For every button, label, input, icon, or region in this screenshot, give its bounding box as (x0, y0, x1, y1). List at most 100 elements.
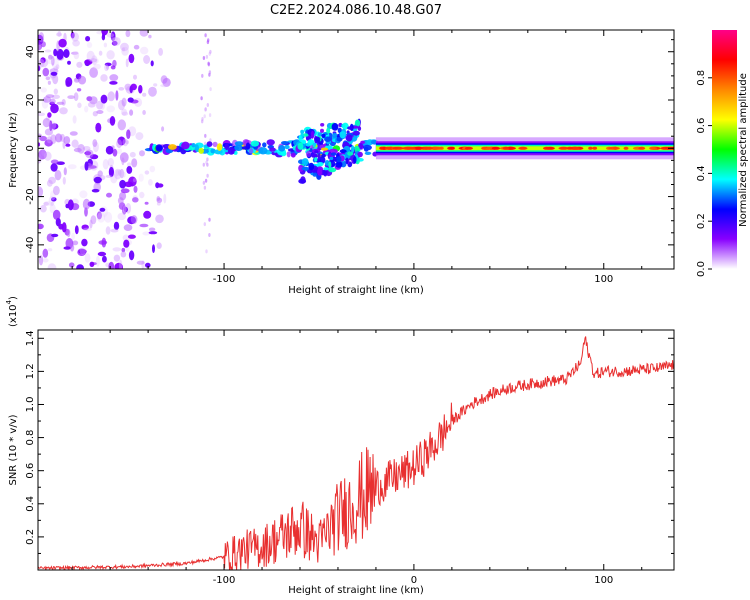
noise-blob (138, 173, 144, 182)
noise-blob (119, 179, 126, 189)
noise-blob (123, 239, 130, 248)
column-blob (206, 162, 209, 167)
noise-blob (70, 243, 75, 252)
colorbar-tick-label: 0.8 (696, 70, 707, 86)
noise-blob (50, 103, 59, 114)
noise-blob (129, 109, 134, 116)
noise-blob (68, 262, 75, 268)
noise-blob (56, 32, 63, 37)
noise-blob (104, 62, 112, 67)
branch-blob (323, 167, 329, 171)
snr-xtick-label: -100 (213, 575, 236, 586)
noise-blob (91, 55, 98, 66)
noise-blob (100, 102, 105, 110)
column-blob (205, 160, 208, 165)
noise-blob (52, 74, 59, 85)
onset-blob (234, 141, 244, 147)
noise-blob (119, 168, 125, 179)
noise-blob (77, 102, 82, 109)
noise-blob (38, 223, 44, 230)
onset-blob (320, 147, 329, 151)
noise-blob (107, 91, 115, 102)
branch-blob (312, 172, 318, 177)
branch-blob (330, 152, 337, 156)
noise-blob (124, 181, 133, 188)
noise-blob (89, 261, 95, 267)
branch-blob (317, 132, 323, 137)
onset-blob (305, 150, 312, 157)
noise-blob (53, 48, 58, 57)
column-blob (202, 180, 206, 185)
column-blob (204, 107, 207, 112)
noise-blob (44, 139, 53, 147)
noise-blob (90, 215, 97, 225)
noise-blob (163, 193, 167, 204)
column-blob (209, 138, 212, 143)
carrier-peak (379, 146, 384, 150)
noise-blob (56, 48, 64, 60)
noise-blob (126, 165, 133, 174)
column-blob (209, 49, 212, 54)
noise-blob (143, 210, 152, 219)
noise-blob (89, 219, 93, 229)
noise-blob (63, 246, 72, 250)
noise-blob (148, 179, 153, 186)
branch-blob (347, 151, 354, 156)
noise-blob (87, 101, 96, 108)
noise-blob (51, 197, 57, 202)
noise-blob (143, 55, 151, 64)
noise-blob (148, 231, 158, 235)
onset-blob (278, 145, 286, 152)
noise-blob (78, 75, 87, 85)
noise-blob (50, 76, 54, 80)
noise-blob (46, 58, 54, 64)
carrier-peak (403, 146, 416, 150)
noise-blob (97, 170, 103, 177)
noise-blob (160, 84, 169, 88)
spec-ytick-label: 0 (25, 145, 36, 151)
noise-blob (162, 77, 171, 87)
noise-blob (86, 50, 95, 62)
noise-blob (65, 77, 73, 87)
noise-blob (38, 42, 43, 51)
branch-blob (323, 168, 328, 177)
noise-blob (96, 110, 104, 114)
onset-blob (314, 150, 319, 154)
noise-blob (113, 221, 120, 231)
noise-blob (71, 139, 79, 148)
noise-blob (132, 178, 137, 183)
snr-panel: -100 0 100 0.2 0.4 0.6 0.8 1.0 1.2 1.4 Height of … (5, 296, 675, 596)
snr-scale-label: (x104) (5, 296, 19, 327)
column-blob (208, 70, 212, 75)
carrier-peak (660, 146, 672, 150)
noise-blob (38, 142, 41, 147)
spec-xtick-label: 0 (411, 274, 417, 285)
branch-blob (336, 156, 342, 163)
carrier-peak (491, 146, 501, 150)
noise-blob (97, 251, 107, 257)
carrier-peak (558, 146, 569, 150)
column-blob (208, 113, 212, 118)
carrier-peak (422, 146, 434, 150)
noise-blob (47, 263, 57, 269)
branch-blob (342, 122, 349, 130)
noise-blob (126, 162, 132, 167)
branch-blob (353, 156, 357, 164)
branch-blob (345, 157, 349, 165)
noise-blob (102, 159, 109, 170)
noise-blob (112, 247, 122, 252)
noise-blob (106, 33, 115, 38)
noise-blob (85, 149, 94, 159)
noise-blob (44, 128, 54, 136)
noise-blob (38, 58, 45, 68)
noise-blob (107, 158, 115, 167)
noise-blob (121, 247, 126, 253)
branch-blob (329, 156, 334, 161)
column-blob (204, 133, 207, 138)
snr-scale-exp: 4 (5, 299, 13, 304)
noise-blob (61, 222, 67, 233)
noise-blob (79, 247, 87, 255)
noise-blob (110, 37, 118, 41)
noise-blob (50, 159, 59, 165)
branch-blob (308, 162, 315, 171)
